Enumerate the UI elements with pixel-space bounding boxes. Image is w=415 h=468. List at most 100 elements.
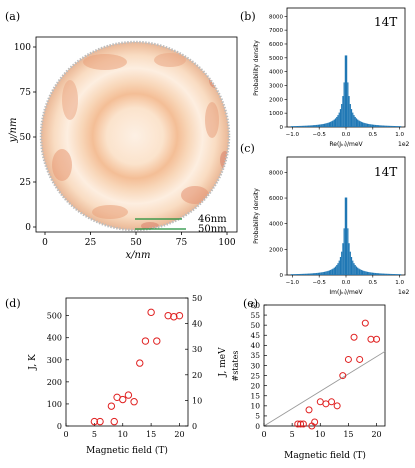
histogram-bar bbox=[310, 125, 312, 127]
panel-c-ylabel: Probability density bbox=[253, 188, 260, 244]
panel-d-xtick-label: 5 bbox=[92, 430, 97, 439]
data-point bbox=[124, 391, 133, 399]
panel-b-ylabel: Probability density bbox=[253, 40, 260, 96]
histogram-bar bbox=[349, 104, 351, 127]
histogram-bar bbox=[398, 126, 401, 127]
panel-a-ylabel: y/nm bbox=[8, 118, 19, 144]
histogram-bar bbox=[353, 263, 355, 275]
panel-e-ytick-label: 50 bbox=[250, 321, 260, 330]
histogram-bar bbox=[344, 55, 346, 128]
panel-e-xtick-label: 20 bbox=[371, 430, 381, 439]
histogram-bar bbox=[327, 270, 329, 275]
histogram-bar bbox=[325, 123, 327, 127]
histogram-bar bbox=[380, 273, 382, 275]
histogram-bar bbox=[364, 123, 366, 127]
data-point bbox=[333, 402, 341, 410]
histogram-bar bbox=[294, 274, 296, 275]
histogram-bar bbox=[395, 126, 397, 127]
panel-d-xtick-label: 20 bbox=[174, 430, 184, 439]
histogram-bar bbox=[386, 273, 388, 275]
trend-line bbox=[263, 351, 386, 427]
panel-b-ytick-label: 3000 bbox=[269, 83, 283, 89]
data-point bbox=[311, 418, 319, 426]
panel-e-xtick-label: 15 bbox=[343, 430, 353, 439]
histogram-bar bbox=[317, 272, 319, 275]
panel-b-ytick-label: 7000 bbox=[269, 28, 283, 34]
histogram-bar bbox=[333, 267, 335, 275]
histogram-bar bbox=[359, 269, 361, 275]
panel-d-ytick-right-label: 50 bbox=[192, 294, 202, 303]
panel-e-xtick-label: 5 bbox=[290, 430, 295, 439]
histogram-bar bbox=[382, 125, 385, 127]
histogram-bar bbox=[338, 260, 340, 275]
panel-e-ytick-label: 40 bbox=[250, 341, 260, 350]
histogram-bar bbox=[370, 124, 372, 127]
histogram-bar bbox=[346, 55, 348, 128]
data-point bbox=[164, 311, 172, 320]
data-point bbox=[328, 398, 336, 406]
histogram-bar bbox=[299, 273, 301, 275]
panel-c-ytick-label: 8000 bbox=[269, 170, 283, 176]
histogram-bar bbox=[298, 125, 300, 127]
histogram-bar bbox=[315, 273, 317, 275]
data-point bbox=[344, 355, 352, 363]
histogram-bar bbox=[304, 273, 306, 275]
histogram-bar bbox=[384, 273, 386, 275]
histogram-bar bbox=[293, 274, 295, 275]
histogram-bar bbox=[305, 273, 307, 275]
panel-e-ytick-label: 55 bbox=[250, 311, 260, 320]
histogram-bar bbox=[290, 274, 292, 275]
data-point bbox=[130, 398, 138, 406]
panel-a-ytick-label: 50 bbox=[20, 133, 32, 143]
histogram-bar bbox=[396, 126, 398, 127]
data-point bbox=[373, 335, 381, 343]
histogram-bar bbox=[300, 273, 302, 275]
histogram-bar bbox=[301, 125, 304, 127]
histogram-bar bbox=[298, 273, 300, 275]
data-point bbox=[322, 400, 330, 408]
histogram-bar bbox=[350, 257, 353, 275]
panel-e-ytick-label: 0 bbox=[255, 422, 260, 431]
panel-c-ytick-label: 0 bbox=[280, 273, 284, 279]
histogram-bar bbox=[337, 263, 339, 275]
histogram-bar bbox=[357, 119, 359, 127]
panel-d-ytick-left-label: 500 bbox=[47, 312, 62, 321]
histogram-bar bbox=[342, 243, 344, 275]
histogram-bar bbox=[350, 109, 353, 127]
scale-bar-46nm-label: 46nm bbox=[198, 214, 227, 225]
histogram-bar bbox=[318, 272, 321, 275]
panel-d-ytick-left-label: 300 bbox=[47, 356, 62, 365]
panel-e-ytick-label: 30 bbox=[250, 361, 260, 370]
panel-c-ytick-label: 2000 bbox=[269, 247, 283, 253]
histogram-bar bbox=[293, 126, 295, 127]
histogram-bar bbox=[343, 228, 345, 275]
panel-d-ytick-left-label: 100 bbox=[47, 400, 62, 409]
panel-d-ylabel-right: J, meV bbox=[218, 347, 228, 378]
histogram-bar bbox=[347, 228, 349, 275]
histogram-bar bbox=[385, 125, 387, 127]
histogram-bar bbox=[301, 273, 304, 275]
histogram-bar bbox=[386, 125, 388, 127]
histogram-bar bbox=[375, 124, 377, 127]
panel-c-xtick-label: −1.0 bbox=[286, 280, 300, 286]
panel-a-xtick-label: 0 bbox=[42, 238, 48, 248]
histogram-bar bbox=[400, 274, 402, 275]
histogram-bar bbox=[380, 125, 382, 127]
histogram-bar bbox=[360, 269, 362, 275]
panel-e-frame bbox=[263, 304, 386, 427]
panel-d-ytick-right-label: 20 bbox=[192, 371, 202, 380]
histogram-bar bbox=[325, 271, 327, 275]
histogram-bar bbox=[363, 122, 365, 127]
histogram-bar bbox=[373, 124, 375, 127]
panel-c: (c) 14T −1.0 −0.5 0.0 0.5 1.0 0 2000 4000 6000 80… bbox=[240, 142, 410, 296]
panel-e-ytick-label: 15 bbox=[250, 392, 260, 401]
panel-a-xtick-label: 75 bbox=[176, 238, 188, 248]
histogram-bar bbox=[328, 270, 331, 275]
panel-b-ytick-label: 0 bbox=[280, 125, 284, 131]
data-point bbox=[147, 308, 155, 317]
panel-b-field: 14T bbox=[374, 15, 397, 29]
histogram-bar bbox=[391, 125, 393, 127]
panel-e-ytick-label: 25 bbox=[250, 371, 260, 380]
histogram-bar bbox=[328, 122, 331, 127]
